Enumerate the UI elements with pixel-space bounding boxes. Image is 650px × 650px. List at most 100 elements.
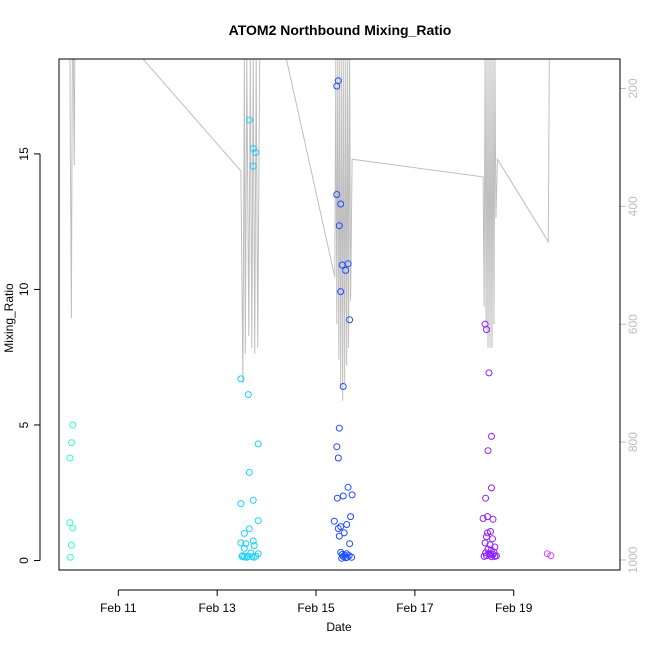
chart-title: ATOM2 Northbound Mixing_Ratio (229, 22, 452, 38)
mixing-ratio-points (66, 77, 555, 562)
data-point (344, 483, 352, 491)
data-point (240, 529, 248, 537)
data-point (333, 494, 341, 502)
data-point (488, 432, 495, 440)
data-point (342, 266, 350, 274)
data-point (333, 82, 341, 90)
data-point (337, 200, 345, 208)
data-point (69, 421, 77, 429)
data-point (254, 517, 262, 525)
data-point (347, 513, 355, 521)
data-point (240, 544, 248, 552)
y2-tick-label: 600 (626, 314, 640, 334)
data-point (340, 529, 348, 537)
x-tick-label: Feb 19 (495, 601, 533, 615)
data-point (485, 369, 493, 377)
data-point (249, 496, 257, 504)
data-point (339, 492, 347, 500)
data-point (237, 500, 245, 508)
series-4 (543, 550, 555, 560)
data-point (335, 424, 343, 432)
series-3 (479, 320, 500, 561)
data-point (237, 375, 245, 383)
data-point (483, 533, 490, 541)
data-point (543, 550, 551, 558)
y2-tick-label: 400 (626, 196, 640, 216)
data-point (334, 454, 342, 462)
y-tick-label: 15 (17, 147, 31, 161)
data-point (69, 524, 77, 532)
data-point (344, 260, 352, 268)
data-point (67, 439, 75, 447)
plot-frame (58, 58, 621, 571)
data-point (244, 552, 252, 560)
data-point (489, 535, 496, 543)
data-point (484, 545, 492, 553)
data-point (240, 553, 248, 561)
x-tick-label: Feb 17 (396, 601, 434, 615)
data-point (252, 149, 260, 156)
data-point (489, 515, 497, 523)
data-point (254, 440, 262, 448)
data-point (245, 116, 253, 124)
y-axis-label: Mixing_Ratio (2, 283, 16, 353)
data-point (483, 326, 490, 333)
data-point (66, 553, 74, 561)
data-point (244, 391, 252, 399)
data-point (339, 383, 347, 390)
data-point (239, 552, 247, 560)
data-point (488, 553, 495, 561)
x-tick-label: Feb 15 (297, 601, 335, 615)
x-axis-label: Date (326, 620, 352, 634)
data-point (334, 525, 342, 532)
y-tick-label: 5 (17, 421, 31, 428)
y-tick-label: 0 (17, 557, 31, 564)
pressure-line (69, 58, 550, 401)
x-tick-label: Feb 11 (100, 601, 137, 615)
x-tick-label: Feb 13 (198, 601, 236, 615)
data-point (66, 454, 74, 462)
data-point (245, 468, 253, 476)
data-point (249, 162, 257, 170)
data-point (484, 529, 491, 537)
data-point (335, 532, 343, 540)
data-point (330, 517, 338, 525)
series-1 (237, 116, 262, 561)
data-point (484, 513, 491, 521)
data-point (491, 552, 499, 560)
data-point (479, 515, 487, 522)
data-point (343, 553, 351, 561)
data-point (242, 540, 250, 548)
data-point (243, 553, 251, 561)
data-point (66, 519, 74, 527)
data-point (237, 539, 245, 547)
data-point (346, 316, 354, 324)
data-point (245, 525, 253, 533)
y2-tick-label: 800 (626, 432, 640, 452)
data-point (482, 494, 490, 502)
data-point (335, 222, 343, 230)
series-2 (330, 77, 356, 562)
data-point (480, 552, 488, 560)
data-point (333, 191, 341, 198)
y2-tick-label: 1000 (626, 546, 640, 573)
series-0 (66, 421, 77, 561)
data-point (67, 541, 75, 549)
pressure-series (69, 58, 550, 401)
y2-tick-label: 200 (626, 78, 640, 98)
data-point (250, 553, 258, 561)
data-point (346, 540, 354, 548)
data-point (343, 521, 351, 528)
data-point (250, 542, 258, 550)
data-point (337, 288, 345, 296)
data-point (484, 447, 492, 455)
data-point (249, 537, 257, 545)
y-tick-label: 10 (17, 282, 31, 296)
data-point (333, 443, 341, 451)
data-point (252, 552, 260, 560)
data-point (488, 484, 495, 492)
data-point (547, 552, 555, 560)
axes: Feb 11 Feb 13 Feb 15 Feb 17 Feb 19 0 5 10 15 200 4… (17, 78, 640, 615)
data-point (348, 491, 356, 499)
